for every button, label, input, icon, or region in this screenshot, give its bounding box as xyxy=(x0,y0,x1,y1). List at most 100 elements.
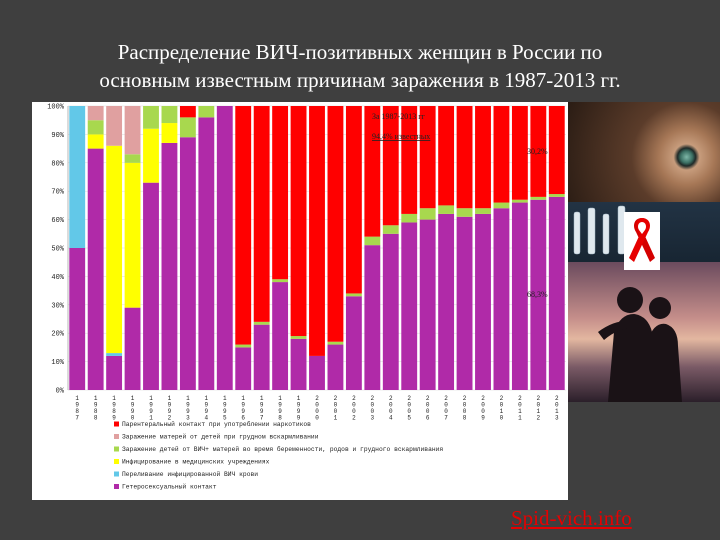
bar-segment-idu xyxy=(475,106,491,209)
bar-segment-idu xyxy=(456,106,473,209)
bar-segment-child_from_mother xyxy=(493,202,510,209)
bar-segment-heterosexual xyxy=(124,307,141,390)
bar-segment-mother_from_child xyxy=(87,106,104,121)
syringes-icon xyxy=(573,205,626,255)
bar-segment-transfusion xyxy=(69,106,86,248)
stacked-bar-chart: 0%10%20%30%40%50%60%70%80%90%100% 1 9 8 71 9… xyxy=(47,104,566,491)
bar-segment-heterosexual xyxy=(198,117,215,391)
bar-segment-child_from_mother xyxy=(161,106,178,124)
bar-segment-child_from_mother xyxy=(475,208,491,214)
bar-segment-idu xyxy=(364,106,381,237)
y-axis: 0% 10% 20% 30% 40% 50% 60% 70% 80% 90% 100% xyxy=(47,104,69,396)
bar-segment-heterosexual xyxy=(419,219,436,390)
bar-segment-child_from_mother xyxy=(198,106,215,118)
bar-segment-idu xyxy=(272,106,289,280)
bar-segment-idu xyxy=(419,106,436,209)
bar-segment-idu xyxy=(493,106,510,203)
bar-segment-child_from_mother xyxy=(548,194,565,197)
title-line-2: основным известным причинам заражения в … xyxy=(99,68,621,92)
bar-segment-heterosexual xyxy=(493,208,510,390)
bar-segment-idu xyxy=(309,106,325,356)
bar-segment-nosocomial xyxy=(161,123,178,143)
y-tick-label: 10% xyxy=(51,359,64,367)
y-tick-label: 0% xyxy=(56,388,65,396)
bar-segment-nosocomial xyxy=(106,145,123,354)
bar-segment-child_from_mother xyxy=(179,117,196,138)
bar-segment-heterosexual xyxy=(87,148,104,390)
annotations: За 1987-2013 гг 94,4% известных 30,2% 68… xyxy=(372,112,548,299)
bar-segment-child_from_mother xyxy=(272,279,289,283)
bar-segment-idu xyxy=(511,106,528,200)
bar-segment-heterosexual xyxy=(290,338,307,390)
bar-segment-heterosexual xyxy=(309,355,325,390)
bar-segment-child_from_mother xyxy=(364,236,381,246)
legend-swatch-mother_from_child xyxy=(114,434,119,439)
bar-segment-heterosexual xyxy=(69,248,86,390)
bar-segment-child_from_mother xyxy=(290,336,307,339)
bar-segment-child_from_mother xyxy=(419,208,436,220)
legend-label-idu: Парентеральный контакт при употреблении … xyxy=(122,420,311,428)
couple-silhouette-icon xyxy=(598,287,682,402)
bar-segment-heterosexual xyxy=(364,245,381,390)
bar-segment-heterosexual xyxy=(382,233,399,390)
bar-segment-child_from_mother xyxy=(124,154,141,163)
bar-segment-child_from_mother xyxy=(143,106,159,129)
bar-segment-child_from_mother xyxy=(235,344,252,348)
legend: Парентеральный контакт при употреблении … xyxy=(114,420,443,491)
bar-segment-child_from_mother xyxy=(438,205,455,214)
slide-title: Распределение ВИЧ-позитивных женщин в Ро… xyxy=(20,38,700,94)
legend-label-heterosexual: Гетеросексуальный контакт xyxy=(122,483,217,491)
legend-label-mother_from_child: Заражение матерей от детей при грудном в… xyxy=(122,433,319,441)
source-link[interactable]: Spid-vich.info xyxy=(511,506,632,530)
bar-segment-child_from_mother xyxy=(401,213,418,223)
legend-swatch-transfusion xyxy=(114,471,119,477)
bar-segment-heterosexual xyxy=(475,213,491,390)
bar-segment-heterosexual xyxy=(345,296,362,390)
bar-segment-nosocomial xyxy=(143,128,159,183)
bar-segment-mother_from_child xyxy=(106,106,123,146)
bar-segment-heterosexual xyxy=(253,324,270,390)
bar-segment-heterosexual xyxy=(401,222,418,390)
bar-segment-heterosexual xyxy=(438,213,455,390)
bars xyxy=(69,106,565,391)
bar-segment-nosocomial xyxy=(87,134,104,149)
bar-segment-idu xyxy=(382,106,399,226)
bar-segment-idu xyxy=(438,106,455,206)
eye-photo xyxy=(568,102,720,202)
legend-label-child_from_mother: Заражение детей от ВИЧ+ матерей во время… xyxy=(122,445,443,453)
bar-segment-idu xyxy=(401,106,418,214)
bar-segment-heterosexual xyxy=(511,202,528,390)
y-tick-label: 80% xyxy=(51,160,64,168)
bar-segment-heterosexual xyxy=(161,142,178,390)
bar-segment-child_from_mother xyxy=(327,341,344,345)
bar-segment-child_from_mother xyxy=(253,321,270,325)
bar-segment-idu xyxy=(530,106,547,197)
bar-segment-heterosexual xyxy=(456,216,473,390)
bar-segment-heterosexual xyxy=(106,355,123,390)
bar-segment-child_from_mother xyxy=(382,225,399,234)
idu-share-label: 30,2% xyxy=(527,147,548,156)
y-tick-label: 90% xyxy=(51,132,64,140)
bar-segment-idu xyxy=(548,106,565,195)
legend-swatch-idu xyxy=(114,421,119,427)
legend-swatch-nosocomial xyxy=(114,459,119,464)
couple-silhouette-photo xyxy=(568,262,720,402)
bar-segment-idu xyxy=(345,106,362,294)
bar-segment-heterosexual xyxy=(216,106,233,390)
